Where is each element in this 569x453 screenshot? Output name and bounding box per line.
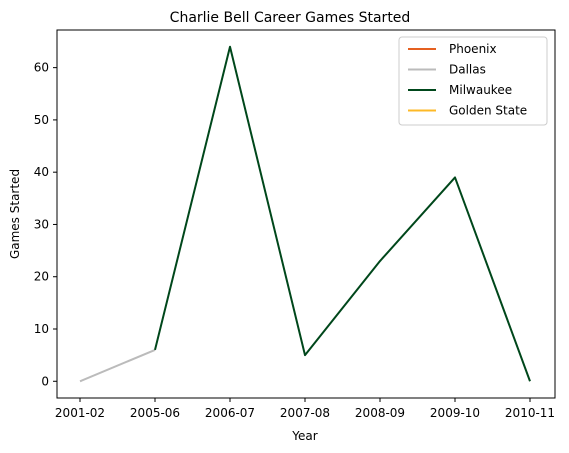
x-tick-label: 2009-10: [430, 406, 480, 420]
legend-label: Dallas: [449, 63, 486, 77]
series-line-milwaukee: [154, 45, 531, 382]
legend: Phoenix Dallas Milwaukee Golden State: [398, 36, 548, 126]
y-tick-label: 50: [34, 113, 49, 127]
x-tick-label: 2006-07: [205, 406, 255, 420]
legend-label: Golden State: [449, 104, 527, 118]
y-tick-label: 40: [34, 165, 49, 179]
legend-label: Phoenix: [449, 42, 497, 56]
y-axis: 0 10 20 30 40 50 60: [34, 61, 57, 388]
series-line-dallas: [79, 348, 156, 383]
plot-area: [79, 45, 531, 383]
legend-box: [398, 36, 548, 126]
y-tick-label: 0: [41, 374, 49, 388]
x-axis-label: Year: [291, 429, 317, 443]
x-tick-label: 2001-02: [55, 406, 105, 420]
y-tick-label: 30: [34, 217, 49, 231]
y-tick-label: 10: [34, 322, 49, 336]
x-tick-label: 2010-11: [505, 406, 555, 420]
x-tick-label: 2005-06: [130, 406, 180, 420]
x-axis: 2001-02 2005-06 2006-07 2007-08 2008-09 2009-…: [55, 398, 555, 420]
y-tick-label: 60: [34, 61, 49, 75]
y-axis-label: Games Started: [8, 169, 22, 259]
y-tick-label: 20: [34, 270, 49, 284]
plot-frame: [56, 29, 556, 399]
chart-title: Charlie Bell Career Games Started: [170, 10, 411, 26]
x-tick-label: 2008-09: [355, 406, 405, 420]
x-tick-label: 2007-08: [280, 406, 330, 420]
legend-label: Milwaukee: [449, 83, 512, 97]
